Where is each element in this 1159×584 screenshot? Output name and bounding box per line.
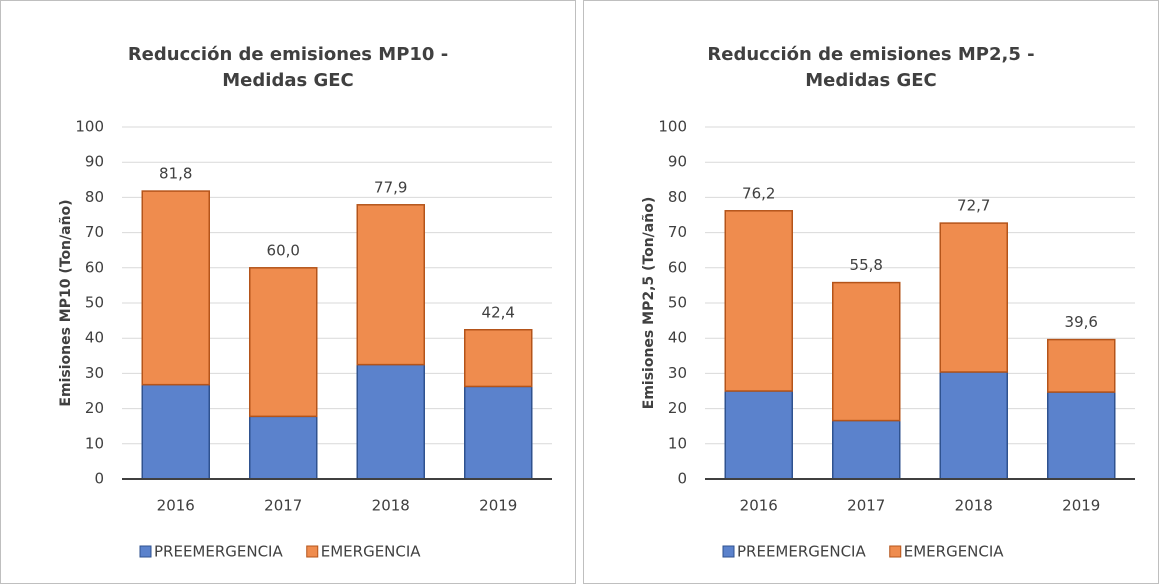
y-tick-label: 80 — [668, 188, 687, 206]
bar-segment — [1047, 338, 1116, 393]
chart-title: Reducción de emisiones MP10 - — [128, 44, 448, 65]
bar-segment — [832, 281, 901, 422]
y-tick-label: 50 — [85, 294, 104, 312]
y-tick-label: 90 — [668, 153, 687, 171]
legend-swatch — [722, 545, 735, 558]
bar-segment — [249, 415, 318, 480]
y-tick-label: 70 — [85, 223, 104, 241]
bar-segment — [141, 383, 210, 480]
y-tick-label: 80 — [85, 188, 104, 206]
bar-segment — [356, 204, 425, 366]
y-tick-label: 20 — [85, 399, 104, 417]
bar-segment — [724, 390, 793, 480]
x-tick-label: 2019 — [479, 497, 517, 515]
total-label: 72,7 — [957, 197, 990, 215]
bar-segment — [1047, 391, 1116, 480]
x-tick-label: 2017 — [264, 497, 302, 515]
legend-swatch — [139, 545, 152, 558]
chart-title: Reducción de emisiones MP2,5 - — [707, 44, 1034, 65]
x-tick-label: 2017 — [847, 497, 885, 515]
y-tick-label: 50 — [668, 294, 687, 312]
y-axis-label: Emisiones MP2,5 (Ton/año) — [641, 197, 657, 409]
total-label: 77,9 — [374, 178, 407, 196]
y-tick-label: 30 — [85, 364, 104, 382]
y-tick-label: 60 — [85, 258, 104, 276]
legend-label: EMERGENCIA — [321, 543, 422, 561]
y-tick-label: 70 — [668, 223, 687, 241]
bar-segment — [249, 267, 318, 418]
legend-label: EMERGENCIA — [904, 543, 1005, 561]
y-tick-label: 100 — [75, 118, 104, 136]
x-tick-label: 2019 — [1062, 497, 1100, 515]
y-tick-label: 60 — [668, 258, 687, 276]
bar-segment — [356, 363, 425, 480]
legend-swatch — [889, 545, 902, 558]
bar-segment — [141, 190, 210, 386]
bar-segment — [939, 222, 1008, 373]
legend-swatch — [306, 545, 319, 558]
bar-segment — [832, 419, 901, 480]
total-label: 55,8 — [850, 256, 883, 274]
y-tick-label: 10 — [85, 434, 104, 452]
x-tick-label: 2016 — [157, 497, 195, 515]
y-tick-label: 30 — [668, 364, 687, 382]
total-label: 39,6 — [1065, 313, 1098, 331]
y-tick-label: 90 — [85, 153, 104, 171]
bar-segment — [939, 371, 1008, 480]
total-label: 81,8 — [159, 165, 192, 183]
total-label: 42,4 — [482, 303, 515, 321]
chart-subtitle: Medidas GEC — [222, 70, 353, 91]
y-tick-label: 20 — [668, 399, 687, 417]
y-tick-label: 40 — [85, 329, 104, 347]
y-tick-label: 10 — [668, 434, 687, 452]
y-tick-label: 0 — [94, 470, 104, 488]
chart-subtitle: Medidas GEC — [805, 70, 936, 91]
x-tick-label: 2018 — [372, 497, 410, 515]
bar-segment — [464, 329, 533, 388]
x-tick-label: 2018 — [955, 497, 993, 515]
y-tick-label: 100 — [658, 118, 687, 136]
total-label: 60,0 — [267, 241, 300, 259]
legend-label: PREEMERGENCIA — [737, 543, 866, 561]
y-axis-label: Emisiones MP10 (Ton/año) — [58, 199, 74, 406]
bar-segment — [724, 210, 793, 392]
total-label: 76,2 — [742, 184, 775, 202]
bar-segment — [464, 385, 533, 480]
y-tick-label: 0 — [677, 470, 687, 488]
x-tick-label: 2016 — [740, 497, 778, 515]
y-tick-label: 40 — [668, 329, 687, 347]
legend-label: PREEMERGENCIA — [154, 543, 283, 561]
